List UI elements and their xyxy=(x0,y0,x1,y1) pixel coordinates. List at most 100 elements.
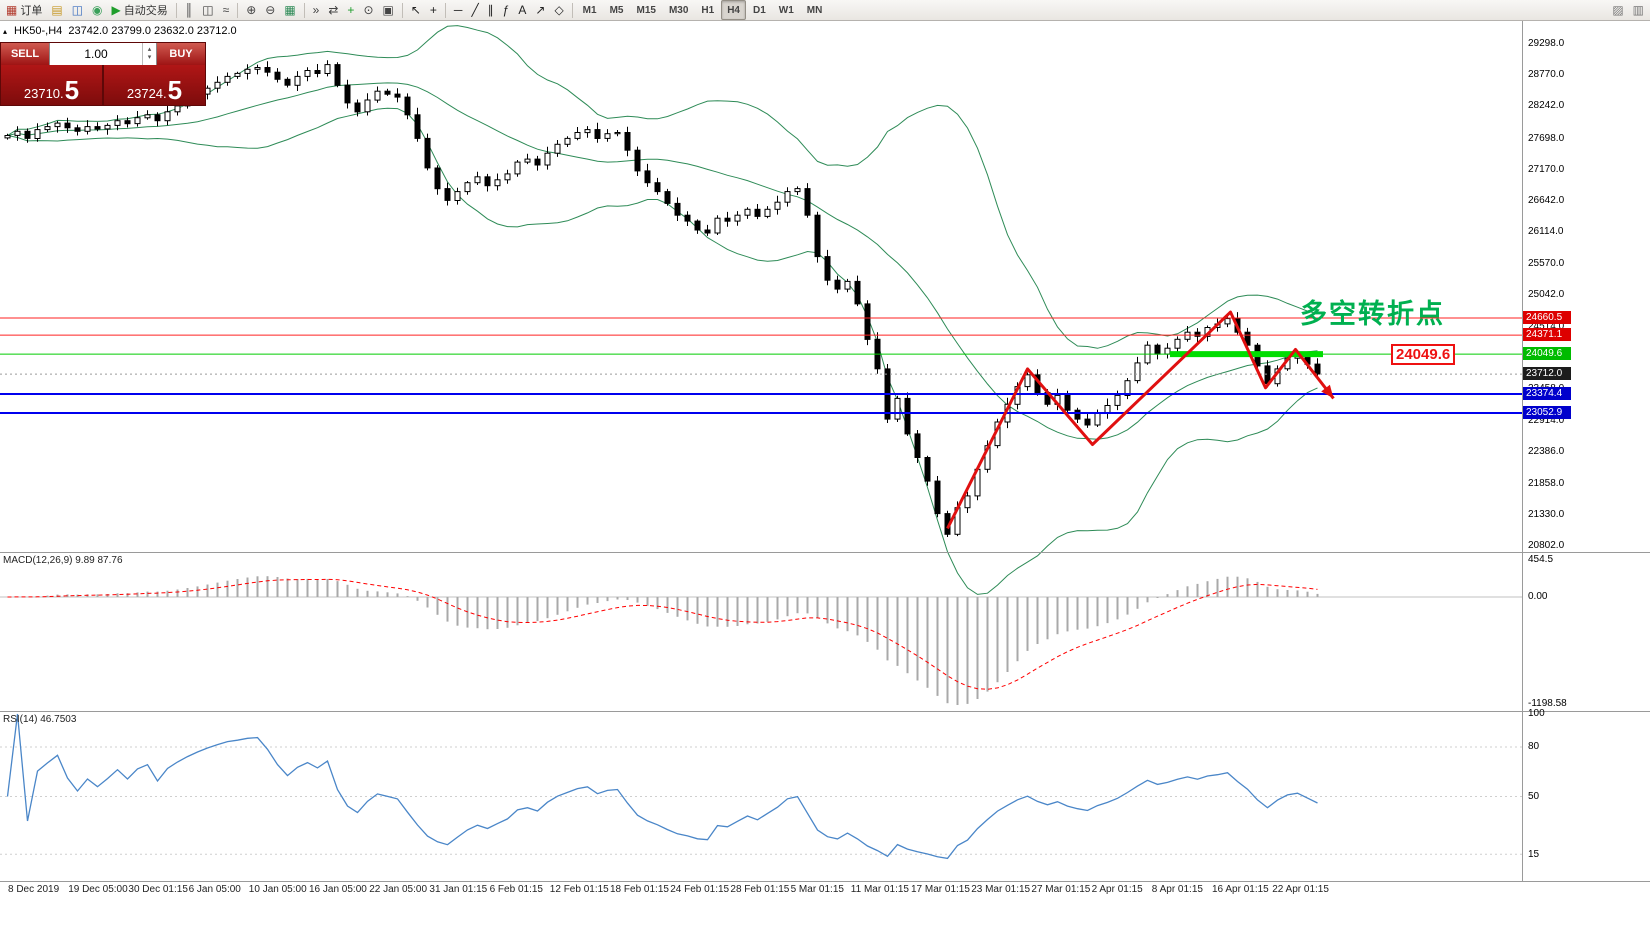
toolbar-separator xyxy=(303,2,305,18)
auto-scroll-icon: » xyxy=(312,3,320,17)
timeframe-w1-button[interactable]: W1 xyxy=(778,4,794,16)
toolbar-separator xyxy=(571,2,573,18)
crosshair-icon: + xyxy=(429,3,437,17)
arrows-tool-button[interactable]: ↗ xyxy=(531,0,549,20)
text-tool-button[interactable]: A xyxy=(514,0,530,20)
price-badge: 24660.5 xyxy=(1523,311,1571,324)
crosshair-button[interactable]: + xyxy=(426,0,441,20)
volume-up-icon[interactable]: ▴ xyxy=(147,46,152,54)
accounts-button[interactable]: ◫ xyxy=(68,0,87,20)
price-tick: 24514.0 xyxy=(1528,320,1565,332)
annotation-text[interactable]: 多空转折点 xyxy=(1300,299,1445,329)
time-label: 6 Jan 05:00 xyxy=(188,884,241,895)
rsi-axis-label: 50 xyxy=(1528,791,1540,802)
grid-icon: ▦ xyxy=(284,3,296,17)
chart-title: HK50-,H4 23742.0 23799.0 23632.0 23712.0 xyxy=(14,25,237,37)
rsi-label: RSI(14) 46.7503 xyxy=(3,714,77,725)
volume-field[interactable]: 1.00 ▴ ▾ xyxy=(49,43,157,65)
time-label: 8 Apr 01:15 xyxy=(1151,884,1203,895)
periods-button[interactable]: ⊙ xyxy=(359,0,377,20)
auto-trading-button[interactable]: ▶ 自动交易 xyxy=(108,0,172,20)
templates-button[interactable]: ▣ xyxy=(379,0,398,20)
toolbar-separator xyxy=(401,2,403,18)
rsi-axis-label: 15 xyxy=(1528,849,1540,860)
candlestick-chart-button[interactable]: ◫ xyxy=(198,0,217,20)
price-tick: 29298.0 xyxy=(1528,38,1565,49)
auto-trading-button-label: 自动交易 xyxy=(123,5,168,17)
indicators-button[interactable]: + xyxy=(343,0,358,20)
timeframe-mn-button[interactable]: MN xyxy=(806,4,823,16)
buy-price[interactable]: 23724. 5 xyxy=(104,65,205,105)
auto-trading-icon: ▶ xyxy=(111,3,121,17)
time-label: 8 Dec 2019 xyxy=(8,884,60,895)
shapes-tool-icon: ◇ xyxy=(554,3,564,17)
horizontal-levels[interactable] xyxy=(0,317,1522,414)
cursor-button[interactable]: ↖ xyxy=(407,0,425,20)
macd-axis-label: 0.00 xyxy=(1528,591,1548,602)
community-icon: ◉ xyxy=(92,3,103,17)
trendline-tool-button[interactable]: ╱ xyxy=(467,0,482,20)
shapes-tool-button[interactable]: ◇ xyxy=(550,0,567,20)
price-tick: 28242.0 xyxy=(1528,100,1565,112)
chart-shift-icon: ⇄ xyxy=(328,3,339,17)
trend-zigzag[interactable] xyxy=(946,310,1335,530)
timeframe-h4-button[interactable]: H4 xyxy=(721,0,746,20)
time-label: 18 Feb 01:15 xyxy=(610,884,669,895)
zoom-in-button[interactable]: ⊕ xyxy=(242,0,260,20)
timeframe-h1-button[interactable]: H1 xyxy=(701,4,715,16)
timeframe-d1-button[interactable]: D1 xyxy=(752,4,766,16)
sell-price-big: 5 xyxy=(64,74,80,105)
price-axis[interactable]: 29298.0 28770.0 28242.0 27698.0 27170.0 26642… xyxy=(1522,0,1650,944)
pane-separators xyxy=(0,21,1650,882)
timeframe-m1-button[interactable]: M1 xyxy=(582,4,597,16)
time-label: 31 Jan 01:15 xyxy=(429,884,488,895)
sell-price[interactable]: 23710. 5 xyxy=(1,65,102,105)
price-tick: 28770.0 xyxy=(1528,69,1565,81)
price-tick: 21330.0 xyxy=(1528,508,1565,520)
bar-chart-icon: ║ xyxy=(184,3,194,17)
price-tick: 20802.0 xyxy=(1528,540,1565,551)
toolbar-overflow-button-1[interactable]: ▨ xyxy=(1608,0,1627,20)
line-chart-button[interactable]: ≈ xyxy=(219,0,234,20)
hline-tool-icon: ─ xyxy=(453,3,463,17)
timeframe-m15-button[interactable]: M15 xyxy=(636,4,656,16)
funds-button[interactable]: ▤ xyxy=(47,0,66,20)
volume-value[interactable]: 1.00 xyxy=(84,47,108,61)
trendline-tool-icon: ╱ xyxy=(471,3,479,17)
new-order-button[interactable]: ▦ 订单 xyxy=(2,0,46,20)
new-order-icon: ▦ xyxy=(6,3,18,17)
toolbar-overflow-button-2[interactable]: ▥ xyxy=(1629,0,1648,20)
candles xyxy=(4,60,1321,537)
volume-steppers[interactable]: ▴ ▾ xyxy=(142,43,156,65)
sell-button[interactable]: SELL xyxy=(1,43,49,65)
line-chart-icon: ≈ xyxy=(222,3,230,17)
hline-tool-button[interactable]: ─ xyxy=(450,0,467,20)
arrows-tool-icon: ↗ xyxy=(535,3,546,17)
auto-scroll-button[interactable]: » xyxy=(309,0,324,20)
community-button[interactable]: ◉ xyxy=(88,0,106,20)
zoom-out-button[interactable]: ⊖ xyxy=(261,0,279,20)
timeframe-m30-button[interactable]: M30 xyxy=(668,4,689,16)
toolbar: ▦ 订单 ▤ ◫ ◉ ▶ 自动交易 ║ ◫ ≈ ⊕ ⊖ ▦» ⇄ + ⊙ ▣ ↖ + ─ ╱ ∥ ƒ A ↗ ◇ M1 M5 M15 M3… xyxy=(0,0,1650,21)
fibonacci-tool-button[interactable]: ƒ xyxy=(499,0,514,20)
time-label: 17 Mar 01:15 xyxy=(911,884,970,895)
time-label: 22 Apr 01:15 xyxy=(1272,884,1329,895)
timeframe-m5-button[interactable]: M5 xyxy=(609,4,624,16)
price-badge: 23712.0 xyxy=(1523,367,1571,381)
price-callout[interactable]: 24049.6 xyxy=(1391,344,1456,365)
volume-down-icon[interactable]: ▾ xyxy=(147,54,152,61)
rsi-axis-label: 100 xyxy=(1528,708,1545,719)
time-label: 24 Feb 01:15 xyxy=(670,884,730,895)
chart-shift-button[interactable]: ⇄ xyxy=(324,0,342,20)
bar-chart-button[interactable]: ║ xyxy=(181,0,198,20)
price-badge: 23052.9 xyxy=(1523,406,1571,419)
time-label: 27 Mar 01:15 xyxy=(1031,884,1091,895)
time-axis[interactable]: 8 Dec 2019 19 Dec 05:00 30 Dec 01:15 6 Jan … xyxy=(0,882,1522,898)
buy-button[interactable]: BUY xyxy=(157,43,205,65)
time-label: 30 Dec 01:15 xyxy=(128,884,188,895)
grid-button[interactable]: ▦ xyxy=(280,0,299,20)
time-label: 5 Mar 01:15 xyxy=(790,884,844,895)
toolbar-overflow-1-icon: ▨ xyxy=(1612,3,1624,17)
channel-tool-button[interactable]: ∥ xyxy=(484,0,498,20)
